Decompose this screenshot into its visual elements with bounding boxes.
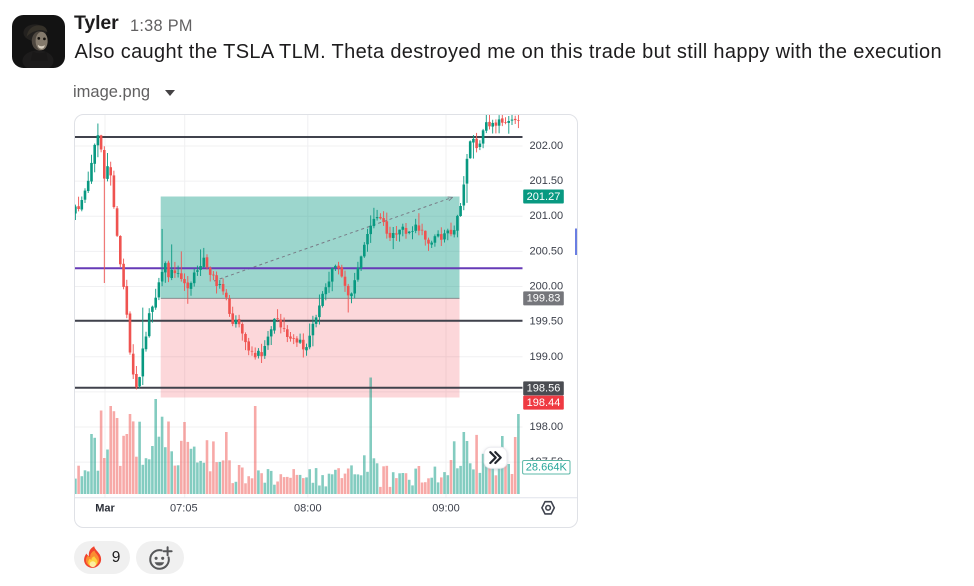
svg-text:201.00: 201.00 [530,210,564,222]
svg-text:199.00: 199.00 [530,351,564,363]
svg-text:199.83: 199.83 [527,293,561,305]
svg-text:200.00: 200.00 [530,281,564,293]
svg-text:08:00: 08:00 [294,503,322,515]
svg-text:07:05: 07:05 [170,503,198,515]
svg-text:28.664K: 28.664K [526,461,568,473]
svg-text:201.50: 201.50 [530,175,564,187]
svg-text:198.00: 198.00 [530,421,564,433]
svg-text:199.50: 199.50 [530,316,564,328]
svg-text:198.56: 198.56 [527,383,561,395]
svg-text:Mar: Mar [95,503,115,515]
svg-text:200.50: 200.50 [530,245,564,257]
svg-text:09:00: 09:00 [432,503,460,515]
svg-text:202.00: 202.00 [530,140,564,152]
svg-text:201.27: 201.27 [527,191,561,203]
svg-text:198.44: 198.44 [527,397,561,409]
